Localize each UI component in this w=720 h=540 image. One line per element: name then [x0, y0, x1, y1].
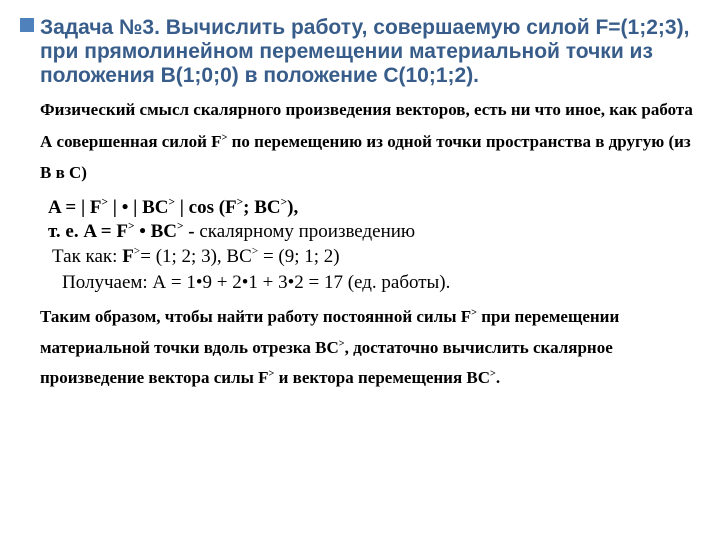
task-title: Задача №3. Вычислить работу, совершаемую…: [40, 16, 702, 88]
formula-line-1: A = | F> | • | BC> | cos (F>; BC>),: [48, 197, 702, 219]
title-text: Задача №3. Вычислить работу, совершаемую…: [40, 16, 689, 87]
result-line: Получаем: А = 1•9 + 2•1 + 3•2 = 17 (ед. …: [62, 272, 702, 294]
conclusion-paragraph: Таким образом, чтобы найти работу постоя…: [40, 302, 702, 394]
intro-paragraph: Физический смысл скалярного произведения…: [40, 94, 702, 188]
title-bullet: [20, 18, 34, 32]
vectors-line: Так как: F>= (1; 2; 3), BC> = (9; 1; 2): [52, 246, 702, 268]
formula-line-2: т. е. A = F> • BC> - скалярному произвед…: [48, 221, 702, 243]
